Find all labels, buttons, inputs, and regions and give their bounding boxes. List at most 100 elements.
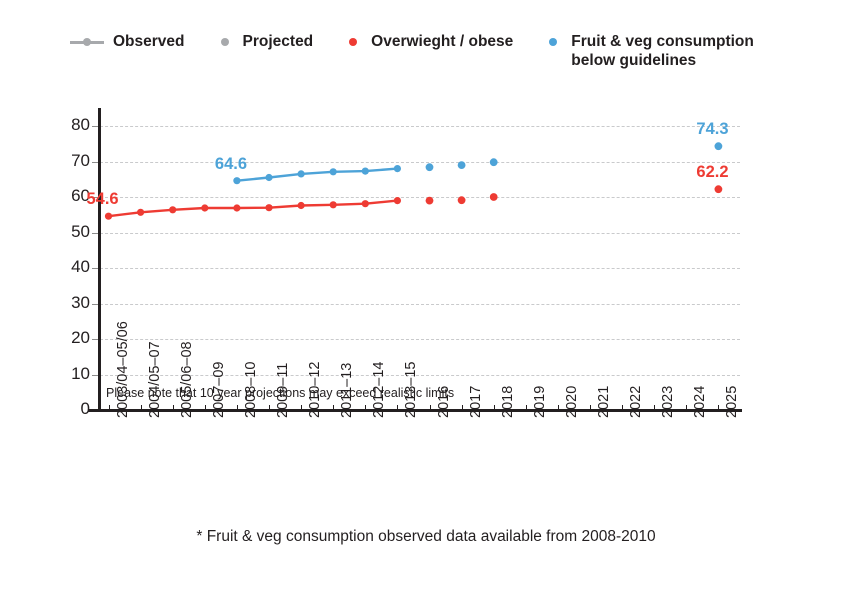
y-tick-mark-80 bbox=[92, 126, 99, 127]
observed-data-point bbox=[393, 197, 401, 205]
x-tick-mark-16 bbox=[622, 405, 624, 412]
y-tick-mark-50 bbox=[92, 232, 99, 234]
y-tick-label-0: 0 bbox=[80, 399, 90, 418]
projected-data-point bbox=[714, 142, 723, 151]
y-tick-mark-70 bbox=[92, 161, 99, 163]
gridline-40 bbox=[100, 268, 740, 269]
legend-item-overweight-obese: Overwieght / obese bbox=[347, 32, 513, 51]
x-tick-mark-1 bbox=[140, 405, 142, 412]
gridline-70 bbox=[100, 161, 740, 163]
legend-label-fruit-veg-line1: Fruit & veg consumption bbox=[571, 33, 754, 50]
legend-label-fruit-veg: Fruit & veg consumption below guidelines bbox=[571, 32, 754, 70]
x-tick-mark-3 bbox=[204, 405, 206, 412]
x-tick-mark-0 bbox=[108, 405, 110, 412]
x-tick-mark-10 bbox=[429, 405, 431, 412]
chart-caption: * Fruit & veg consumption observed data … bbox=[0, 528, 842, 546]
series-overweight-obese bbox=[104, 185, 723, 220]
legend-item-projected: Projected bbox=[219, 32, 314, 51]
point-value-label: 74.3 bbox=[696, 120, 729, 139]
x-tick-label: 2023 bbox=[660, 385, 677, 418]
x-tick-label: 2003/04–05/06 bbox=[114, 321, 131, 418]
x-tick-label: 2019 bbox=[531, 385, 548, 418]
observed-data-point bbox=[265, 173, 273, 182]
x-tick-label: 2005/06–08 bbox=[178, 341, 195, 418]
observed-data-point bbox=[201, 204, 209, 212]
y-tick-label-70: 70 bbox=[71, 150, 90, 170]
fruitveg-dot-marker-icon bbox=[547, 32, 562, 51]
x-tick-mark-18 bbox=[686, 405, 688, 412]
x-tick-label: 2021 bbox=[596, 385, 612, 418]
y-tick-label-10: 10 bbox=[71, 363, 90, 383]
x-tick-mark-19 bbox=[718, 405, 720, 412]
observed-data-point bbox=[137, 208, 145, 216]
observed-data-point bbox=[233, 204, 241, 212]
y-tick-mark-30 bbox=[92, 303, 99, 305]
x-tick-mark-9 bbox=[397, 405, 399, 412]
observed-data-point bbox=[361, 167, 369, 175]
observed-data-point bbox=[297, 201, 305, 210]
y-tick-mark-40 bbox=[92, 268, 99, 269]
x-tick-mark-6 bbox=[301, 405, 303, 412]
y-tick-label-60: 60 bbox=[71, 186, 90, 205]
observed-line bbox=[235, 167, 399, 182]
observed-data-point bbox=[361, 200, 369, 208]
x-tick-mark-4 bbox=[236, 405, 238, 412]
x-tick-label: 2024 bbox=[692, 385, 709, 418]
projected-data-point bbox=[425, 163, 434, 172]
point-value-label: 64.6 bbox=[214, 154, 248, 173]
observed-data-point bbox=[329, 168, 337, 176]
y-tick-mark-60 bbox=[92, 197, 99, 198]
chart-caption-text: * Fruit & veg consumption observed data … bbox=[196, 528, 656, 545]
y-tick-label-40: 40 bbox=[71, 257, 90, 276]
y-tick-mark-10 bbox=[92, 374, 99, 376]
x-tick-label: 2020 bbox=[563, 385, 580, 418]
x-tick-label: 2025 bbox=[724, 385, 741, 418]
chart-note: Please note that 10 year projections may… bbox=[106, 386, 455, 400]
x-tick-label: 2017 bbox=[467, 385, 484, 418]
x-axis-line bbox=[88, 409, 742, 412]
legend-label-projected: Projected bbox=[242, 33, 314, 50]
legend-label-overweight-obese: Overwieght / obese bbox=[371, 33, 514, 50]
gridline-20 bbox=[100, 339, 740, 340]
observed-line-marker-icon bbox=[70, 32, 104, 51]
chart-legend: Observed Projected Overwieght / obese Fr… bbox=[70, 32, 810, 80]
gridline-50 bbox=[100, 232, 740, 234]
x-tick-label: 2004/05–07 bbox=[146, 341, 163, 418]
overweight-dot-marker-icon bbox=[347, 32, 362, 51]
x-tick-mark-17 bbox=[654, 405, 656, 412]
y-tick-label-30: 30 bbox=[71, 292, 90, 312]
gridline-10 bbox=[100, 374, 740, 376]
legend-item-observed: Observed bbox=[70, 32, 185, 51]
x-tick-mark-7 bbox=[333, 405, 335, 412]
x-tick-label: 2022 bbox=[628, 385, 645, 418]
series-fruit-veg bbox=[233, 142, 723, 185]
gridline-60 bbox=[100, 197, 740, 198]
y-tick-label-50: 50 bbox=[71, 221, 90, 241]
observed-data-point bbox=[329, 201, 337, 209]
projected-data-point bbox=[714, 185, 723, 194]
observed-data-point bbox=[169, 206, 177, 214]
y-tick-label-20: 20 bbox=[71, 328, 90, 347]
y-axis-line bbox=[98, 108, 101, 411]
x-tick-mark-2 bbox=[172, 405, 174, 412]
point-value-label: 54.6 bbox=[86, 190, 119, 209]
legend-label-fruit-veg-line2: below guidelines bbox=[571, 52, 697, 69]
observed-line bbox=[107, 199, 399, 218]
point-value-label: 62.2 bbox=[696, 163, 729, 182]
x-tick-mark-8 bbox=[365, 405, 367, 412]
legend-item-fruit-veg: Fruit & veg consumption below guidelines bbox=[547, 32, 754, 70]
y-tick-label-80: 80 bbox=[71, 115, 90, 134]
x-tick-mark-11 bbox=[461, 405, 463, 412]
x-tick-mark-15 bbox=[590, 405, 591, 412]
observed-data-point bbox=[265, 204, 273, 212]
gridline-80 bbox=[100, 126, 740, 127]
x-tick-mark-12 bbox=[493, 405, 495, 412]
observed-data-point bbox=[233, 177, 241, 185]
x-tick-mark-14 bbox=[557, 405, 559, 412]
projected-dot-marker-icon bbox=[219, 32, 234, 51]
y-tick-mark-20 bbox=[92, 339, 99, 340]
legend-label-observed: Observed bbox=[113, 33, 185, 50]
observed-data-point bbox=[104, 212, 113, 220]
